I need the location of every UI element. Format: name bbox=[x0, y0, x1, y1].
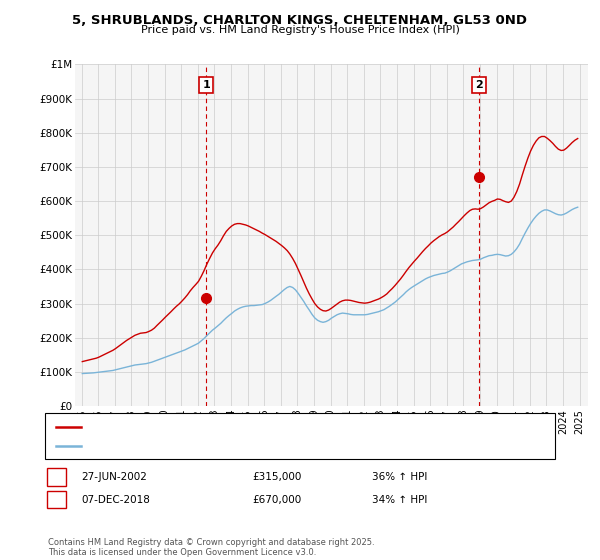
Text: 5, SHRUBLANDS, CHARLTON KINGS, CHELTENHAM, GL53 0ND: 5, SHRUBLANDS, CHARLTON KINGS, CHELTENHA… bbox=[73, 14, 527, 27]
Text: 2: 2 bbox=[53, 494, 60, 505]
Text: 34% ↑ HPI: 34% ↑ HPI bbox=[372, 494, 427, 505]
Text: Price paid vs. HM Land Registry's House Price Index (HPI): Price paid vs. HM Land Registry's House … bbox=[140, 25, 460, 35]
Text: 1: 1 bbox=[53, 472, 60, 482]
Text: 27-JUN-2002: 27-JUN-2002 bbox=[81, 472, 147, 482]
Text: £315,000: £315,000 bbox=[252, 472, 301, 482]
Text: Contains HM Land Registry data © Crown copyright and database right 2025.
This d: Contains HM Land Registry data © Crown c… bbox=[48, 538, 374, 557]
Text: 1: 1 bbox=[202, 80, 210, 90]
Text: £670,000: £670,000 bbox=[252, 494, 301, 505]
Text: 5, SHRUBLANDS, CHARLTON KINGS, CHELTENHAM, GL53 0ND (detached house): 5, SHRUBLANDS, CHARLTON KINGS, CHELTENHA… bbox=[86, 422, 476, 432]
Text: 36% ↑ HPI: 36% ↑ HPI bbox=[372, 472, 427, 482]
Text: HPI: Average price, detached house, Cheltenham: HPI: Average price, detached house, Chel… bbox=[86, 441, 326, 451]
Text: 07-DEC-2018: 07-DEC-2018 bbox=[81, 494, 150, 505]
Text: 2: 2 bbox=[475, 80, 482, 90]
